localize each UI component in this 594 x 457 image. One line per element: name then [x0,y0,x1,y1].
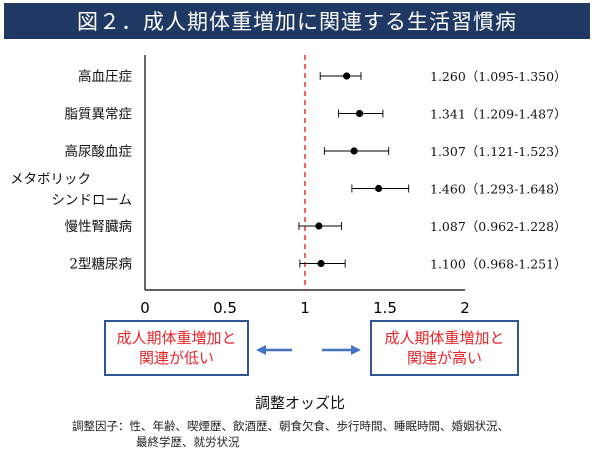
odds-ratio-point [375,184,383,193]
value-label: 1.341（1.209-1.487） [430,107,567,122]
odds-ratio-point [350,147,358,155]
category-label: 脂質異常症 [65,107,133,123]
x-tick-label: 0 [140,299,150,317]
category-label: シンドローム [51,193,132,209]
x-tick-label: 0.5 [213,299,237,317]
odds-ratio-point [355,109,364,118]
low-association-note-line1: 成人期体重増加と [116,329,237,347]
category-label: メタボリック [10,172,91,188]
x-axis-label: 調整オッズ比 [254,394,345,412]
odds-ratio-point [343,72,351,80]
value-label: 1.260（1.095-1.350） [430,69,567,84]
category-label: 慢性腎臓病 [65,218,133,235]
value-label: 1.460（1.293-1.648） [430,182,567,197]
category-label: 2型糖尿病 [69,257,132,273]
value-label: 1.087（0.962-1.228） [430,219,567,234]
adjustment-footnote: 調整因子：性、年齢、喫煙歴、飲酒歴、朝食欠食、歩行時間、睡眠時間、婚姻状況、 最… [72,418,588,450]
x-tick-label: 1 [300,299,310,317]
category-label: 高血圧症 [78,68,132,85]
footnote-line2: 最終学歴、就労状況 [136,435,240,449]
x-tick-label: 2 [460,299,470,317]
value-label: 1.307（1.121-1.523） [430,144,567,159]
high-association-note-line1: 成人期体重増加と [384,329,505,347]
footnote-line1: 調整因子：性、年齢、喫煙歴、飲酒歴、朝食欠食、歩行時間、睡眠時間、婚姻状況、 [72,419,509,433]
odds-ratio-point [317,259,325,268]
low-association-note: 成人期体重増加と 関連が低い [104,320,249,376]
value-label: 1.100（0.968-1.251） [430,257,567,272]
x-tick-label: 1.5 [373,299,397,317]
left-arrow-head [256,345,266,355]
category-label: 高尿酸血症 [65,143,133,160]
chart-title: 図２．成人期体重増加に関連する生活習慣病 [4,3,590,39]
low-association-note-line2: 関連が低い [138,349,214,367]
right-arrow-head [351,345,361,355]
high-association-note-line2: 関連が高い [406,349,482,367]
high-association-note: 成人期体重増加と 関連が高い [370,320,519,376]
odds-ratio-point [315,222,323,230]
